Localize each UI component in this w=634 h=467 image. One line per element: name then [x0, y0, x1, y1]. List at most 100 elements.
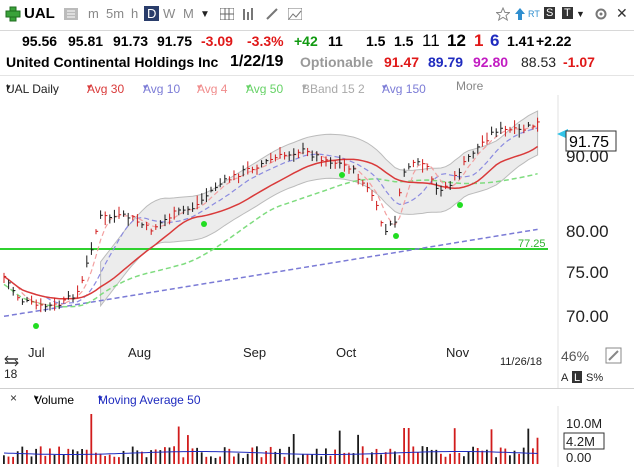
metric-7: 1 — [474, 31, 484, 50]
volume-bar — [95, 452, 97, 464]
month-label-jul: Jul — [28, 345, 45, 360]
ohlc-bar — [3, 272, 7, 283]
ohlc-bar — [486, 132, 490, 145]
close-icon[interactable]: ✕ — [616, 5, 628, 21]
up-arrow-icon[interactable] — [514, 7, 526, 21]
volume-bar — [329, 455, 332, 464]
period-m-button[interactable]: m — [88, 6, 99, 21]
volume-bar — [440, 453, 442, 464]
t-badge[interactable]: T — [562, 7, 573, 19]
volume-bar — [49, 448, 51, 464]
volume-bar — [35, 448, 37, 464]
volume-ma-label: Moving Average 50 — [98, 393, 201, 407]
image-icon[interactable] — [288, 8, 302, 20]
ohlc-bar — [242, 165, 246, 177]
metric-5: 11 — [422, 31, 440, 50]
volume-bar — [463, 456, 465, 464]
grid-icon[interactable] — [220, 8, 234, 20]
ohlc-bar — [472, 150, 476, 159]
ohlc-bar — [330, 157, 333, 169]
period-h-button[interactable]: h — [131, 6, 139, 21]
star-icon[interactable] — [496, 7, 510, 21]
ohlc-bar — [302, 142, 306, 155]
ohlc-bar — [35, 299, 39, 310]
price-chart[interactable]: 77.25 91.75 90.00 80.00 75.00 70.00 Jul … — [0, 95, 634, 388]
ohlc-bar — [353, 165, 356, 174]
volume-bar — [366, 457, 369, 464]
volume-bar — [182, 457, 185, 464]
ohlc-bar — [8, 279, 11, 290]
volume-bar — [154, 449, 157, 464]
edit-pencil-icon[interactable] — [605, 347, 622, 364]
volume-bar — [39, 446, 42, 464]
ohlc-bar — [136, 214, 140, 227]
volume-tick-10m: 10.0M — [566, 416, 602, 431]
price-tick-70: 70.00 — [566, 307, 609, 326]
volume-bar — [518, 453, 520, 464]
volume-bar — [449, 453, 451, 464]
volume-bar — [279, 448, 281, 464]
ohlc-bar — [376, 200, 379, 211]
volume-bar — [398, 455, 401, 464]
volume-bar — [490, 429, 493, 464]
volume-bar — [233, 456, 235, 464]
volume-bar — [509, 455, 511, 464]
period-dropdown-icon[interactable]: ▼ — [200, 9, 210, 20]
ohlc-bar — [408, 163, 411, 170]
volume-bar — [343, 452, 346, 464]
ohlc-bar — [182, 205, 186, 215]
ohlc-bar — [348, 165, 352, 174]
draw-pencil-icon[interactable] — [265, 7, 279, 21]
volume-close-icon[interactable]: × — [10, 391, 18, 405]
month-label-nov: Nov — [446, 345, 470, 360]
company-row: United Continental Holdings Inc 1/22/19 … — [0, 52, 634, 74]
ohlc-bar — [339, 155, 342, 169]
s-badge[interactable]: S — [544, 7, 556, 19]
volume-bar — [315, 448, 318, 464]
period-5m-button[interactable]: 5m — [106, 6, 125, 21]
ohlc-bar — [123, 210, 126, 217]
bar-style-icon[interactable] — [64, 8, 78, 20]
settings-gear-icon[interactable] — [594, 7, 608, 21]
metric-6: 12 — [447, 31, 466, 50]
volume-bar — [306, 454, 309, 464]
volume-bar — [274, 451, 277, 464]
volume-bar — [297, 457, 300, 464]
period-d-button[interactable]: D — [144, 6, 160, 21]
volume-tick-current: 4.2M — [566, 434, 595, 449]
volume-bar — [430, 449, 433, 464]
zoom-percent[interactable]: 46% — [561, 348, 589, 364]
volume-bar — [292, 434, 295, 464]
scale-pct[interactable]: S% — [586, 372, 603, 384]
ohlc-bar — [385, 224, 388, 236]
ohlc-bar — [445, 181, 448, 190]
scale-l-label[interactable]: L — [574, 372, 580, 384]
volume-bar — [338, 430, 341, 464]
volume-bar — [3, 455, 5, 464]
scale-a[interactable]: A — [561, 372, 569, 384]
add-symbol-icon[interactable] — [5, 6, 21, 22]
last-value: 91.75 — [157, 33, 193, 49]
signal-dot — [393, 233, 399, 239]
volume-chart[interactable]: 10.0M 4.2M 0.00 — [0, 406, 634, 467]
symbol-field[interactable]: UAL — [24, 5, 55, 22]
volume-bar — [16, 451, 19, 464]
bars-icon[interactable] — [242, 7, 256, 21]
volume-bar — [527, 428, 530, 464]
period-monthly-button[interactable]: M — [183, 6, 194, 21]
ohlc-bar — [316, 151, 319, 162]
period-w-button[interactable]: W — [163, 6, 176, 21]
scroll-arrows-icon[interactable] — [4, 355, 19, 367]
volume-bar — [159, 450, 162, 464]
t-dropdown-icon[interactable]: ▼ — [576, 9, 585, 19]
legend-more-button[interactable]: More — [456, 79, 484, 93]
rt-badge[interactable]: RT — [528, 9, 540, 19]
ohlc-bar — [293, 148, 296, 162]
legend-avg10-label: Avg 10 — [143, 82, 181, 96]
ohlc-bar — [265, 158, 269, 165]
ohlc-bar — [150, 228, 154, 235]
ohlc-bar — [173, 206, 177, 220]
volume-bar — [412, 446, 415, 464]
volume-bar — [196, 447, 198, 464]
ohlc-bar — [159, 220, 163, 229]
